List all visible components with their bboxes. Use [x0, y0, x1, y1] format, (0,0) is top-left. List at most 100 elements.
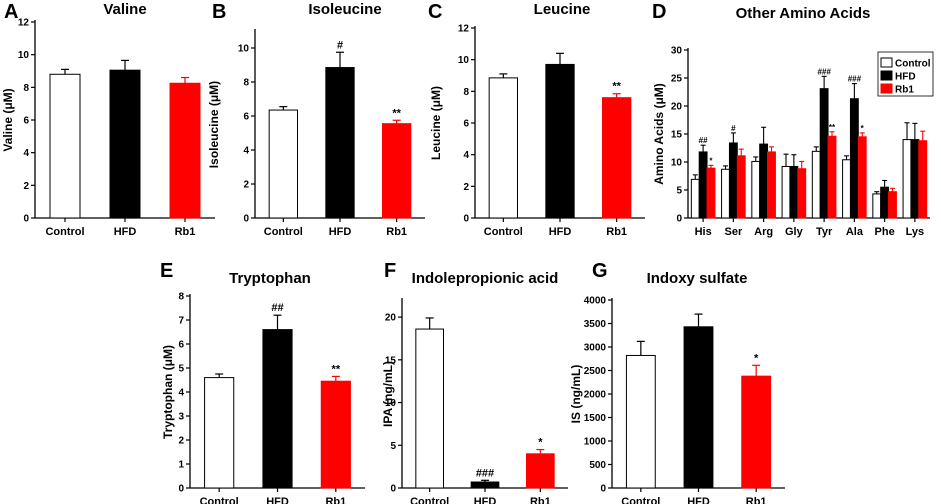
y-tick-label: 3000: [584, 343, 607, 354]
legend-swatch: [880, 57, 893, 68]
bar-control: [204, 377, 235, 489]
x-tick-label: Control: [410, 496, 449, 504]
bar-hfd-ser: [728, 142, 738, 219]
bar-rb1-his: [706, 167, 716, 219]
y-tick-label: 0: [23, 214, 29, 225]
bar-hfd-arg: [759, 143, 769, 219]
bar-rb1-phe: [888, 191, 897, 219]
significance-mark: *: [538, 437, 543, 449]
bar-hfd-his: [698, 151, 708, 219]
bar-hfd: [262, 329, 293, 489]
panel-letter: D: [652, 1, 666, 23]
x-tick-label: Rb1: [325, 496, 346, 504]
x-tick-label: Control: [484, 226, 523, 238]
y-tick-label: 8: [463, 87, 469, 98]
chart-legend: Control HFD Rb1: [877, 51, 934, 97]
x-tick-label: HFD: [114, 226, 137, 238]
significance-mark: *: [861, 124, 865, 133]
y-tick-label: 20: [671, 102, 683, 113]
panel-letter: E: [160, 260, 173, 282]
y-axis-label: IPA (ng/mL): [381, 361, 395, 427]
x-tick-label: Rb1: [606, 226, 627, 238]
y-tick-label: 5: [178, 364, 184, 375]
bar-rb1-arg: [767, 151, 776, 219]
bar-rb1: [602, 97, 632, 219]
legend-swatch: [880, 70, 893, 81]
y-tick-label: 6: [463, 119, 469, 130]
y-tick-label: 4: [178, 388, 184, 399]
chart-panel-c: C Leucine Leucine (μM) 0 2 4 6 8 10 12 Control HFD R…: [428, 1, 645, 238]
x-tick-label: Rb1: [175, 226, 196, 238]
panel-letter: F: [384, 260, 396, 282]
x-tick-label: Tyr: [816, 226, 833, 238]
bar-control-lys: [902, 139, 912, 219]
panel-letter: G: [592, 260, 608, 282]
x-tick-label: Gly: [785, 226, 804, 238]
y-tick-label: 6: [243, 112, 249, 123]
y-tick-label: 10: [458, 55, 470, 66]
y-tick-label: 500: [589, 460, 606, 471]
y-tick-label: 30: [671, 46, 683, 57]
x-tick-label: His: [695, 226, 712, 238]
y-tick-label: 2: [178, 436, 184, 447]
y-tick-label: 12: [18, 18, 30, 29]
bar-hfd: [109, 69, 141, 219]
significance-mark: ###: [476, 467, 494, 479]
y-axis-label: Tryptophan (μM): [161, 345, 175, 439]
y-tick-label: 0: [463, 214, 469, 225]
x-tick-label: Rb1: [530, 496, 551, 504]
legend-entry: HFD: [895, 72, 916, 83]
y-tick-label: 1: [178, 460, 184, 471]
x-tick-label: Ala: [846, 226, 864, 238]
y-axis-label: Leucine (μM): [429, 86, 443, 160]
y-tick-label: 8: [178, 292, 184, 303]
x-tick-label: HFD: [329, 226, 352, 238]
bar-hfd: [545, 63, 575, 219]
x-tick-label: Control: [621, 496, 660, 504]
y-tick-label: 2: [463, 182, 469, 193]
y-tick-label: 10: [238, 44, 250, 55]
chart-panel-a: A Valine Valine (μM) 0 2 4 6 8 10 12 Control HFD Rb1: [1, 1, 215, 238]
panel-letter: C: [428, 1, 442, 23]
significance-mark: **: [829, 123, 836, 132]
x-tick-label: Arg: [754, 226, 773, 238]
y-axis-label: Amino Acids (μM): [652, 83, 666, 185]
significance-mark: #: [731, 124, 736, 133]
x-tick-label: Phe: [875, 226, 895, 238]
y-tick-label: 0: [390, 484, 396, 495]
bar-control: [488, 77, 518, 219]
y-tick-label: 2500: [584, 366, 607, 377]
y-tick-label: 4: [23, 148, 29, 159]
y-tick-label: 5: [390, 441, 396, 452]
y-tick-label: 4: [243, 146, 249, 157]
bar-rb1-ser: [736, 155, 746, 219]
y-axis-label: IS (ng/mL): [569, 365, 583, 424]
y-tick-label: 0: [600, 484, 606, 495]
y-tick-label: 25: [671, 74, 683, 85]
bar-rb1: [526, 453, 555, 489]
chart-title: Other Amino Acids: [736, 5, 871, 22]
y-tick-label: 4: [463, 150, 469, 161]
chart-panel-e: E Tryptophan Tryptophan (μM) 0 1 2 3 4 5 6 7 8 Contr…: [160, 260, 365, 504]
legend-entry: Control: [895, 59, 931, 70]
bar-rb1-ala: [857, 136, 867, 219]
chart-title: Indolepropionic acid: [412, 270, 559, 287]
y-tick-label: 0: [243, 214, 249, 225]
significance-mark: ##: [699, 136, 708, 145]
chart-title: Indoxy sulfate: [647, 270, 748, 287]
y-tick-label: 8: [243, 78, 249, 89]
panel-letter: B: [212, 1, 226, 23]
y-tick-label: 3: [178, 412, 184, 423]
chart-title: Isoleucine: [308, 1, 381, 18]
bar-hfd-phe: [880, 186, 890, 219]
significance-mark: **: [612, 81, 621, 93]
bar-control: [49, 73, 81, 219]
y-axis-label: Valine (μM): [1, 88, 15, 151]
significance-mark: *: [709, 156, 713, 165]
x-tick-label: HFD: [474, 496, 497, 504]
x-tick-label: HFD: [549, 226, 572, 238]
y-tick-label: 1000: [584, 437, 607, 448]
bar-rb1-lys: [918, 140, 928, 219]
x-tick-label: HFD: [687, 496, 710, 504]
